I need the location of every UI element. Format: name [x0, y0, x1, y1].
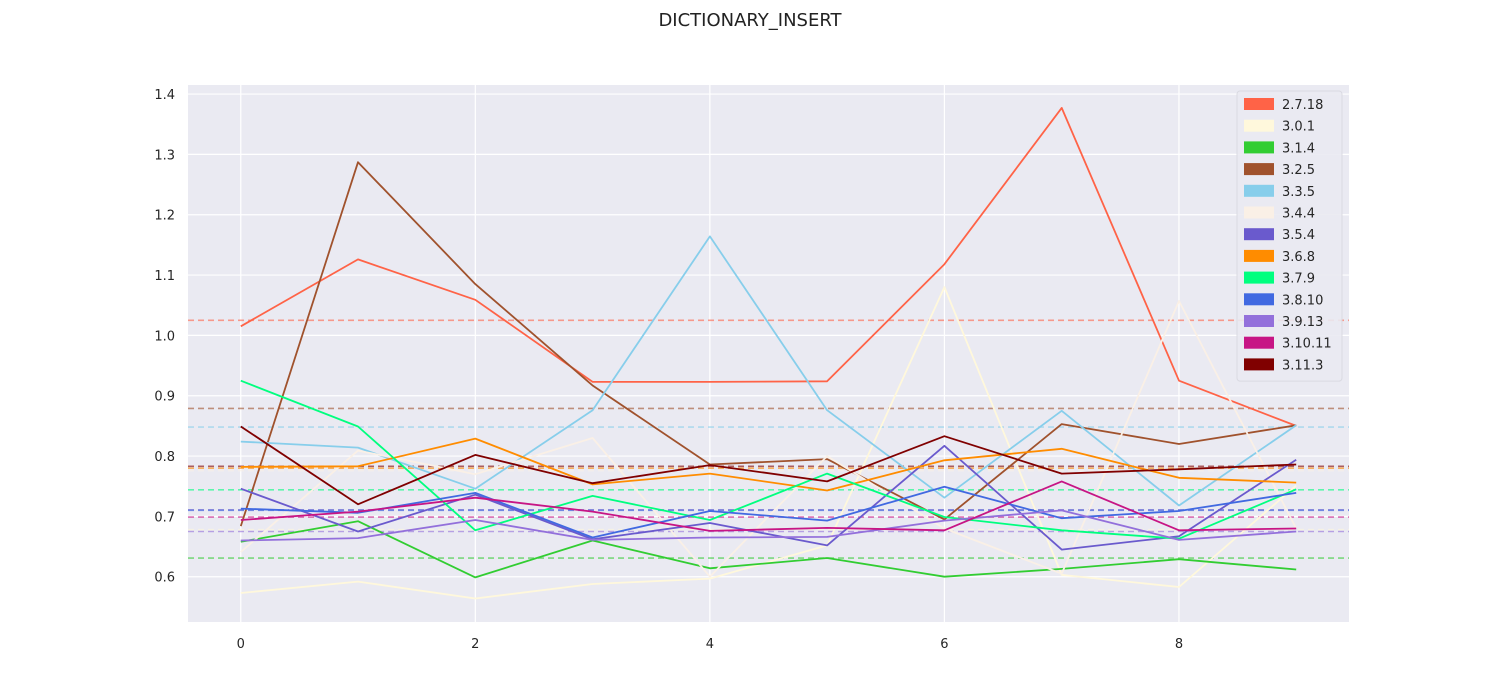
series-line-3.7.9 — [240, 379, 1297, 540]
legend-label: 3.5.4 — [1282, 228, 1315, 243]
legend-swatch — [1244, 336, 1274, 349]
x-tick-label: 8 — [1175, 637, 1183, 652]
series-line-3.11.3 — [240, 425, 1297, 506]
legend-swatch — [1244, 271, 1274, 284]
series-line-3.8.10 — [240, 485, 1297, 539]
grid — [188, 85, 1349, 622]
x-tick-label: 4 — [706, 637, 714, 652]
legend-swatch — [1244, 228, 1274, 241]
legend-swatch — [1244, 141, 1274, 154]
legend-label: 3.4.4 — [1282, 207, 1315, 222]
legend-swatch — [1244, 315, 1274, 327]
series-lines — [239, 107, 1298, 600]
legend-label: 3.11.3 — [1282, 358, 1323, 373]
series-line-3.5.4 — [240, 444, 1297, 551]
chart-title: DICTIONARY_INSERT — [658, 10, 842, 31]
y-tick-label: 1.0 — [154, 329, 175, 344]
legend-label: 3.8.10 — [1282, 293, 1323, 308]
y-tick-label: 0.6 — [154, 571, 175, 586]
series-line-3.10.11 — [240, 480, 1297, 532]
x-tick-label: 0 — [237, 637, 245, 652]
legend-label: 3.10.11 — [1282, 337, 1332, 352]
y-tick-label: 1.1 — [154, 269, 175, 284]
series-line-3.3.5 — [240, 235, 1297, 507]
y-tick-label: 1.3 — [154, 148, 175, 163]
series-line-3.6.8 — [240, 437, 1297, 492]
legend-label: 3.1.4 — [1282, 141, 1315, 156]
y-tick-label: 1.4 — [154, 88, 175, 103]
legend-label: 3.2.5 — [1282, 163, 1315, 178]
legend-label: 3.0.1 — [1282, 120, 1315, 135]
series-line-3.0.1 — [240, 286, 1297, 600]
legend-swatch — [1244, 184, 1274, 197]
legend-label: 2.7.18 — [1282, 98, 1323, 113]
legend-label: 3.9.13 — [1282, 315, 1323, 330]
y-tick-label: 0.8 — [154, 450, 175, 465]
legend-swatch — [1244, 293, 1274, 306]
series-line-3.2.5 — [239, 161, 1297, 527]
series-line-3.9.13 — [240, 509, 1297, 542]
legend-label: 3.7.9 — [1282, 272, 1315, 287]
series-line-3.1.4 — [240, 520, 1297, 579]
legend-swatch — [1244, 358, 1274, 371]
legend-swatch — [1244, 119, 1274, 132]
legend-label: 3.3.5 — [1282, 185, 1315, 200]
series-line-2.7.18 — [240, 107, 1297, 427]
y-tick-label: 0.7 — [154, 510, 175, 525]
y-tick-label: 1.2 — [154, 209, 175, 224]
legend-swatch — [1244, 249, 1274, 262]
x-tick-label: 2 — [471, 637, 479, 652]
legend: 2.7.18 3.0.1 3.1.4 3.2.5 3.3.5 3.4.4 3.5.4 3.6.… — [1236, 90, 1343, 382]
tick-labels: 0.6 0.7 0.8 0.9 1.0 1.1 1.2 1.3 1.4 0 2 4 6 8 — [154, 88, 1183, 652]
legend-swatch — [1244, 98, 1274, 110]
legend-swatch — [1244, 206, 1274, 219]
legend-label: 3.6.8 — [1282, 250, 1315, 265]
legend-swatch — [1244, 163, 1274, 176]
y-tick-label: 0.9 — [154, 390, 175, 405]
x-tick-label: 6 — [940, 637, 948, 652]
